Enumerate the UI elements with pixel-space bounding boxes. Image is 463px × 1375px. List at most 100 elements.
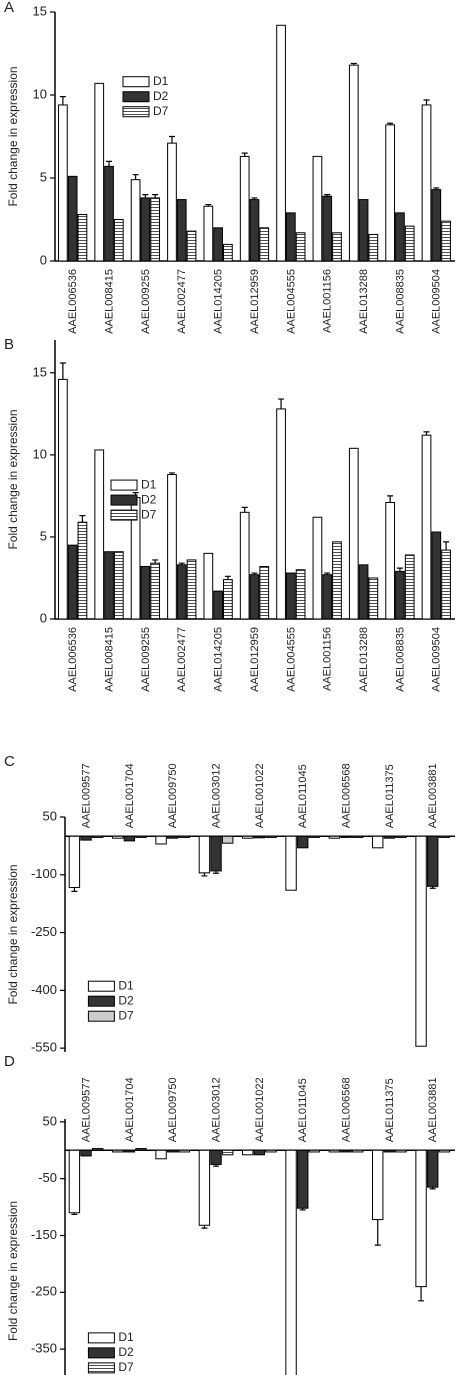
category-label: AAEL001704 [124,763,136,828]
category-label: AAEL003881 [427,763,439,828]
bar [186,559,197,620]
category-label: AAEL013288 [358,627,370,692]
error-bar [387,122,394,125]
bar [203,552,214,620]
bar [135,835,147,838]
bar [431,189,442,262]
category-label: AAEL008835 [394,269,406,334]
bar [91,1148,104,1151]
bar [130,179,141,262]
legend-label: D7 [118,1360,134,1374]
bar [150,197,161,262]
error-bar [443,541,450,551]
category-label: AAEL001704 [124,1077,136,1142]
bar [295,232,306,262]
bar [176,564,187,620]
bar [385,124,396,262]
error-bar [241,152,248,157]
bar [415,1149,427,1288]
y-axis-label: Fold change in expression [6,66,20,206]
bar [104,551,114,620]
category-label: AAEL011375 [384,764,396,828]
bar [385,501,396,620]
category-label: AAEL011045 [297,764,309,828]
error-bar [142,194,149,198]
category-label: AAEL006536 [67,269,79,334]
panel-label: D [4,1053,15,1070]
y-tick-label: -150 [31,1227,57,1242]
error-bar [374,1219,381,1246]
y-tick-label: 10 [33,86,47,101]
category-label: AAEL009577 [81,1077,93,1142]
error-bar [59,362,66,380]
legend-label: D2 [141,492,157,506]
legend-swatch [87,1347,115,1359]
error-bar [71,887,78,892]
bar [253,835,266,839]
error-bar [132,174,139,180]
bar [438,835,451,838]
bar [285,572,296,620]
bar [348,447,359,620]
category-label: AAEL011045 [297,1078,309,1142]
bar [421,434,432,620]
bar [68,1149,81,1214]
category-label: AAEL014205 [213,627,225,692]
category-label: AAEL009255 [140,269,152,334]
bar [328,835,341,839]
bar [297,835,309,849]
bar [259,227,270,262]
bar [322,574,333,620]
bar [372,1149,384,1221]
error-bar [79,515,86,523]
bar [427,1149,439,1188]
y-tick-label: 15 [33,3,47,18]
bar [395,835,407,838]
bar [249,574,260,620]
error-bar [396,567,403,572]
bar [415,835,427,1047]
legend-swatch [87,980,115,992]
bar [295,569,306,620]
legend-label: D2 [153,89,169,103]
category-label: AAEL011375 [384,1078,396,1142]
category-label: AAEL009750 [167,763,179,828]
bar [135,1148,147,1151]
bar [441,549,451,620]
category-label: AAEL003012 [211,763,223,828]
bar [210,835,222,872]
error-bar [423,99,430,105]
category-label: AAEL008415 [103,269,115,334]
bar [221,1149,234,1156]
legend-swatch [87,995,115,1007]
bar [358,564,369,620]
y-tick-label: -50 [38,1170,57,1185]
category-label: AAEL001022 [254,1077,266,1142]
bar [242,1149,254,1156]
category-label: AAEL001022 [254,763,266,828]
error-bar [433,187,440,190]
bar [123,1149,136,1153]
bar [249,199,260,262]
bar [77,521,88,620]
bar [332,232,342,262]
category-label: AAEL001156 [322,627,334,691]
error-bar [59,96,66,105]
error-bar [71,1212,78,1216]
error-bar [205,203,212,207]
error-bar [106,160,113,167]
category-label: AAEL004555 [285,627,297,692]
legend-label: D1 [118,978,134,992]
error-bar [251,572,258,575]
bar [140,565,151,620]
legend-swatch [110,509,138,521]
bar [223,579,233,620]
bar [253,1149,266,1156]
bar [276,24,286,262]
legend-label: D1 [141,477,157,491]
bar [167,835,179,839]
error-bar [350,62,357,66]
bar [421,104,432,262]
error-bar [387,495,394,503]
